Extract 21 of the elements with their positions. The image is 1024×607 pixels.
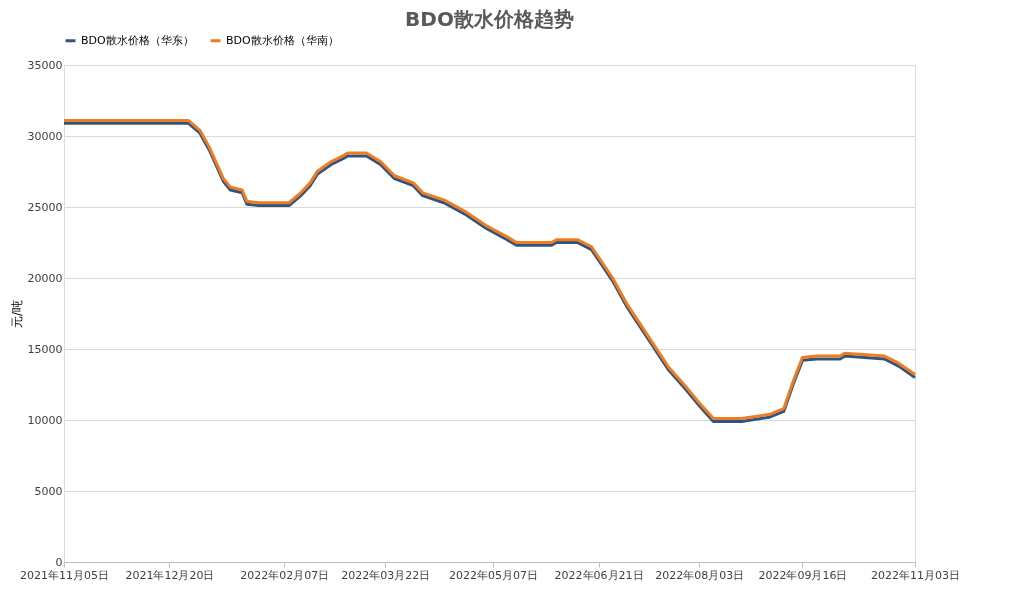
x-tick-label: 2022年09月16日 xyxy=(758,568,848,582)
x-tick-label: 2021年12月20日 xyxy=(125,568,215,582)
y-tick-label: 30000 xyxy=(27,129,63,143)
legend-label: BDO散水价格（华南） xyxy=(226,33,339,47)
y-tick-label: 0 xyxy=(55,555,63,569)
y-axis-title: 元/吨 xyxy=(9,299,24,329)
x-tick-label: 2022年03月22日 xyxy=(341,568,431,582)
y-tick-label: 35000 xyxy=(27,58,63,72)
y-tick-label: 25000 xyxy=(27,200,63,214)
y-tick-label: 5000 xyxy=(34,484,63,498)
chart-title: BDO散水价格趋势 xyxy=(405,7,574,31)
x-tick-label: 2022年02月07日 xyxy=(240,568,330,582)
x-tick-label: 2022年06月21日 xyxy=(554,568,644,582)
y-tick-label: 10000 xyxy=(27,413,63,427)
legend-label: BDO散水价格（华东） xyxy=(81,33,194,47)
x-tick-label: 2021年11月05日 xyxy=(20,568,109,582)
y-tick-label: 15000 xyxy=(27,342,63,356)
y-tick-label: 20000 xyxy=(27,271,63,285)
x-tick-label: 2022年08月03日 xyxy=(655,568,745,582)
x-tick-label: 2022年11月03日 xyxy=(871,568,960,582)
x-tick-label: 2022年05月07日 xyxy=(449,568,539,582)
